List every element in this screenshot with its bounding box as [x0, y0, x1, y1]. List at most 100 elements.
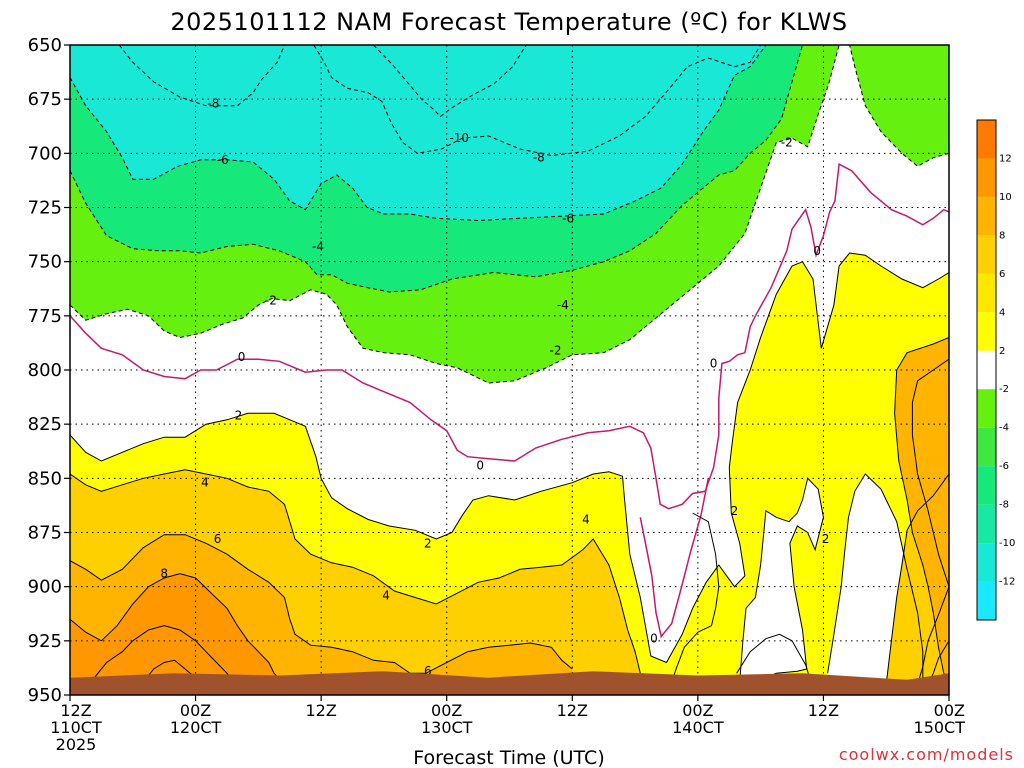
y-tick-label: 850 [28, 468, 62, 489]
x-tick-label: 00Z [682, 701, 713, 720]
contour-line [639, 478, 710, 639]
colorbar: 12 10 8 6 4 2 -2 -4 -6 -8 -10 -12 [976, 119, 1015, 621]
colorbar-tick-label: -2 [999, 384, 1009, 395]
colorbar-swatch [977, 235, 996, 274]
x-tick-label: 140CT [672, 718, 724, 737]
colorbar-tick-label: -4 [999, 423, 1009, 434]
credit-text: coolwx.com/models [839, 745, 1014, 764]
contour-line [849, 45, 949, 167]
contour-line [70, 45, 840, 384]
contour-label: 0 [650, 632, 658, 646]
contour-label: 2 [731, 504, 739, 518]
contour-label: 2 [822, 532, 830, 546]
contour-label: -4 [312, 240, 324, 254]
contour-label: -2 [550, 344, 562, 358]
contour-line [736, 633, 812, 683]
x-tick-label: 12Z [305, 701, 336, 720]
contour-line [118, 45, 285, 107]
contour-label: 6 [214, 532, 222, 546]
plot-area: -8 -10 -8 -6 -2 -6 -4 0 -2 -4 -2 0 0 2 0 4 2 4 6 2 2 8 4 0 6 [70, 45, 949, 695]
colorbar-swatch [977, 196, 996, 236]
band-orange-dark [70, 573, 285, 695]
contour-line [671, 512, 720, 683]
colorbar-tick-label: -10 [999, 538, 1015, 549]
y-tick-label: 725 [28, 198, 62, 219]
x-tick-label: 12Z [60, 701, 91, 720]
contour-label: 0 [710, 357, 718, 371]
contour-label: 4 [201, 476, 209, 490]
contour-line [70, 534, 573, 674]
colorbar-swatch [977, 158, 996, 197]
y-tick-label: 800 [28, 360, 62, 381]
y-tick-label: 925 [28, 631, 62, 652]
colorbar-swatch [977, 312, 996, 351]
colorbar-tick-label: -8 [999, 500, 1009, 511]
contour-label: 8 [160, 567, 168, 581]
contour-line [917, 586, 949, 685]
contour-label: 6 [424, 664, 432, 678]
contour-label: -2 [265, 294, 277, 308]
y-axis: 650 675 700 725 750 775 800 825 850 875 900 925 950 [28, 35, 70, 706]
colorbar-swatch [977, 543, 996, 582]
colorbar-swatch [977, 389, 996, 428]
y-tick-label: 700 [28, 143, 62, 164]
colorbar-tick-label: 12 [999, 153, 1012, 164]
x-axis-label: Forecast Time (UTC) [413, 747, 604, 768]
contour-line [90, 625, 238, 685]
colorbar-frame [976, 119, 997, 621]
x-tick-label: 00Z [180, 701, 211, 720]
colorbar-swatch [977, 504, 996, 544]
colorbar-tick-label: 2 [999, 346, 1005, 357]
colorbar-swatch [977, 466, 996, 505]
contour-label: -8 [533, 151, 545, 165]
colorbar-tick-label: -12 [999, 577, 1015, 588]
contour-label: -6 [562, 211, 574, 225]
y-tick-label: 950 [28, 685, 62, 706]
contour-line [894, 337, 949, 683]
y-tick-label: 875 [28, 523, 62, 544]
x-tick-label: 130CT [421, 718, 473, 737]
colorbar-tick-label: 8 [999, 230, 1005, 241]
contour-label: 4 [582, 513, 590, 527]
x-tick-label: 12Z [557, 701, 588, 720]
contour-label: 4 [382, 588, 390, 602]
contour-label: -10 [449, 131, 469, 145]
colorbar-swatch [977, 581, 996, 620]
x-tick-label: 120CT [170, 718, 222, 737]
ground-terrain [70, 671, 949, 695]
chart-title: 2025101112 NAM Forecast Temperature (ºC)… [170, 8, 847, 36]
contour-line [70, 469, 657, 685]
contour-label: 2 [424, 536, 432, 550]
contour-label: -4 [557, 298, 569, 312]
colorbar-swatch [977, 350, 996, 390]
colorbar-tick-label: 4 [999, 307, 1005, 318]
y-tick-label: 675 [28, 89, 62, 110]
contour-line [827, 473, 924, 682]
contour-line [911, 358, 949, 587]
contour-line [313, 45, 762, 157]
contour-line [70, 252, 949, 664]
x-tick-label: 00Z [431, 701, 462, 720]
contour-label: 2 [235, 409, 243, 423]
x-tick-label: 12Z [808, 701, 839, 720]
x-tick-label: 110CT [50, 718, 102, 737]
contour-line [373, 45, 527, 118]
colorbar-swatch [977, 273, 996, 313]
contour-label: -6 [217, 153, 229, 167]
x-tick-label: 150CT [914, 718, 966, 737]
contour-lines [70, 45, 949, 685]
contour-label: 0 [476, 458, 484, 472]
contour-labels: -8 -10 -8 -6 -2 -6 -4 0 -2 -4 -2 0 0 2 0 4 2 4 6 2 2 8 4 0 6 [160, 97, 829, 679]
y-tick-label: 750 [28, 252, 62, 273]
y-tick-label: 900 [28, 577, 62, 598]
y-tick-label: 650 [28, 35, 62, 56]
contour-label: 0 [813, 244, 821, 258]
contour-label: 0 [238, 350, 246, 364]
band-cold [70, 45, 949, 221]
contour-label: -2 [781, 136, 793, 150]
colorbar-swatch [977, 427, 996, 467]
y-tick-label: 825 [28, 414, 62, 435]
contour-line [70, 45, 767, 222]
